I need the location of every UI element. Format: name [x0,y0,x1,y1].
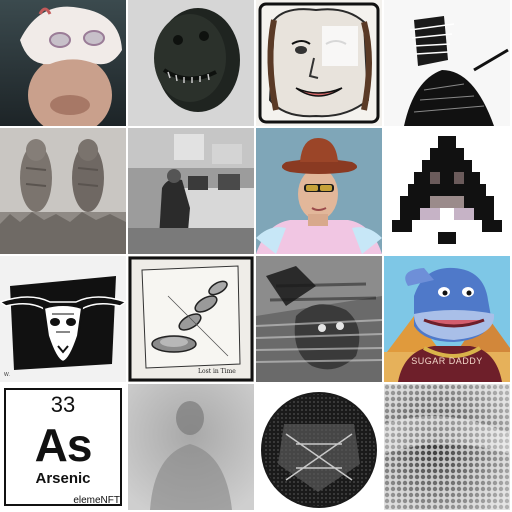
halftone-circle-icon [256,384,382,510]
halftone-texture-icon [384,384,510,510]
tile-pixel-pyramid[interactable] [384,128,510,254]
tile-element-card[interactable]: 33 As Arsenic elemeNFT [0,384,126,510]
pixel-pyramid-icon [384,128,510,254]
tile-watermark: W. [4,372,10,378]
tile-white-mask[interactable] [0,0,126,126]
tile-office-photo[interactable] [128,128,254,254]
dark-mask-icon [128,0,254,126]
tile-halftone-circle[interactable] [256,384,382,510]
element-name: Arsenic [35,470,91,487]
element-symbol: As [34,419,93,471]
tile-fog-silhouette[interactable] [128,384,254,510]
tile-sketch-face[interactable] [256,0,382,126]
element-number: 33 [50,392,76,417]
tile-bull-skull[interactable]: W. [0,256,126,382]
tile-glitch-cat[interactable] [256,256,382,382]
tile-dark-mask[interactable] [128,0,254,126]
tile-hippo-cartoon[interactable]: SUGAR DADDY [384,256,510,382]
tile-caption: Lost in Time [198,368,236,375]
bull-skull-icon [0,256,126,382]
tile-scribble-figure[interactable] [384,0,510,126]
tile-lost-in-time[interactable]: Lost in Time [128,256,254,382]
element-brand: elemeNFT [73,495,120,506]
white-mask-face-icon [0,0,126,126]
fog-silhouette-icon [128,384,254,510]
tile-caption: SUGAR DADDY [411,356,483,366]
sketch-face-icon [256,0,382,126]
tile-cowboy-portrait[interactable] [256,128,382,254]
office-photo-icon [128,128,254,254]
glitch-cat-icon [256,256,382,382]
hippo-cartoon-icon [384,256,510,382]
stone-figures-icon [0,128,126,254]
tile-stone-figures[interactable] [0,128,126,254]
scribble-figure-icon [384,0,510,126]
tile-halftone-texture[interactable] [384,384,510,510]
cowboy-portrait-icon [256,128,382,254]
element-frame [4,388,122,506]
lost-in-time-icon [128,256,254,382]
